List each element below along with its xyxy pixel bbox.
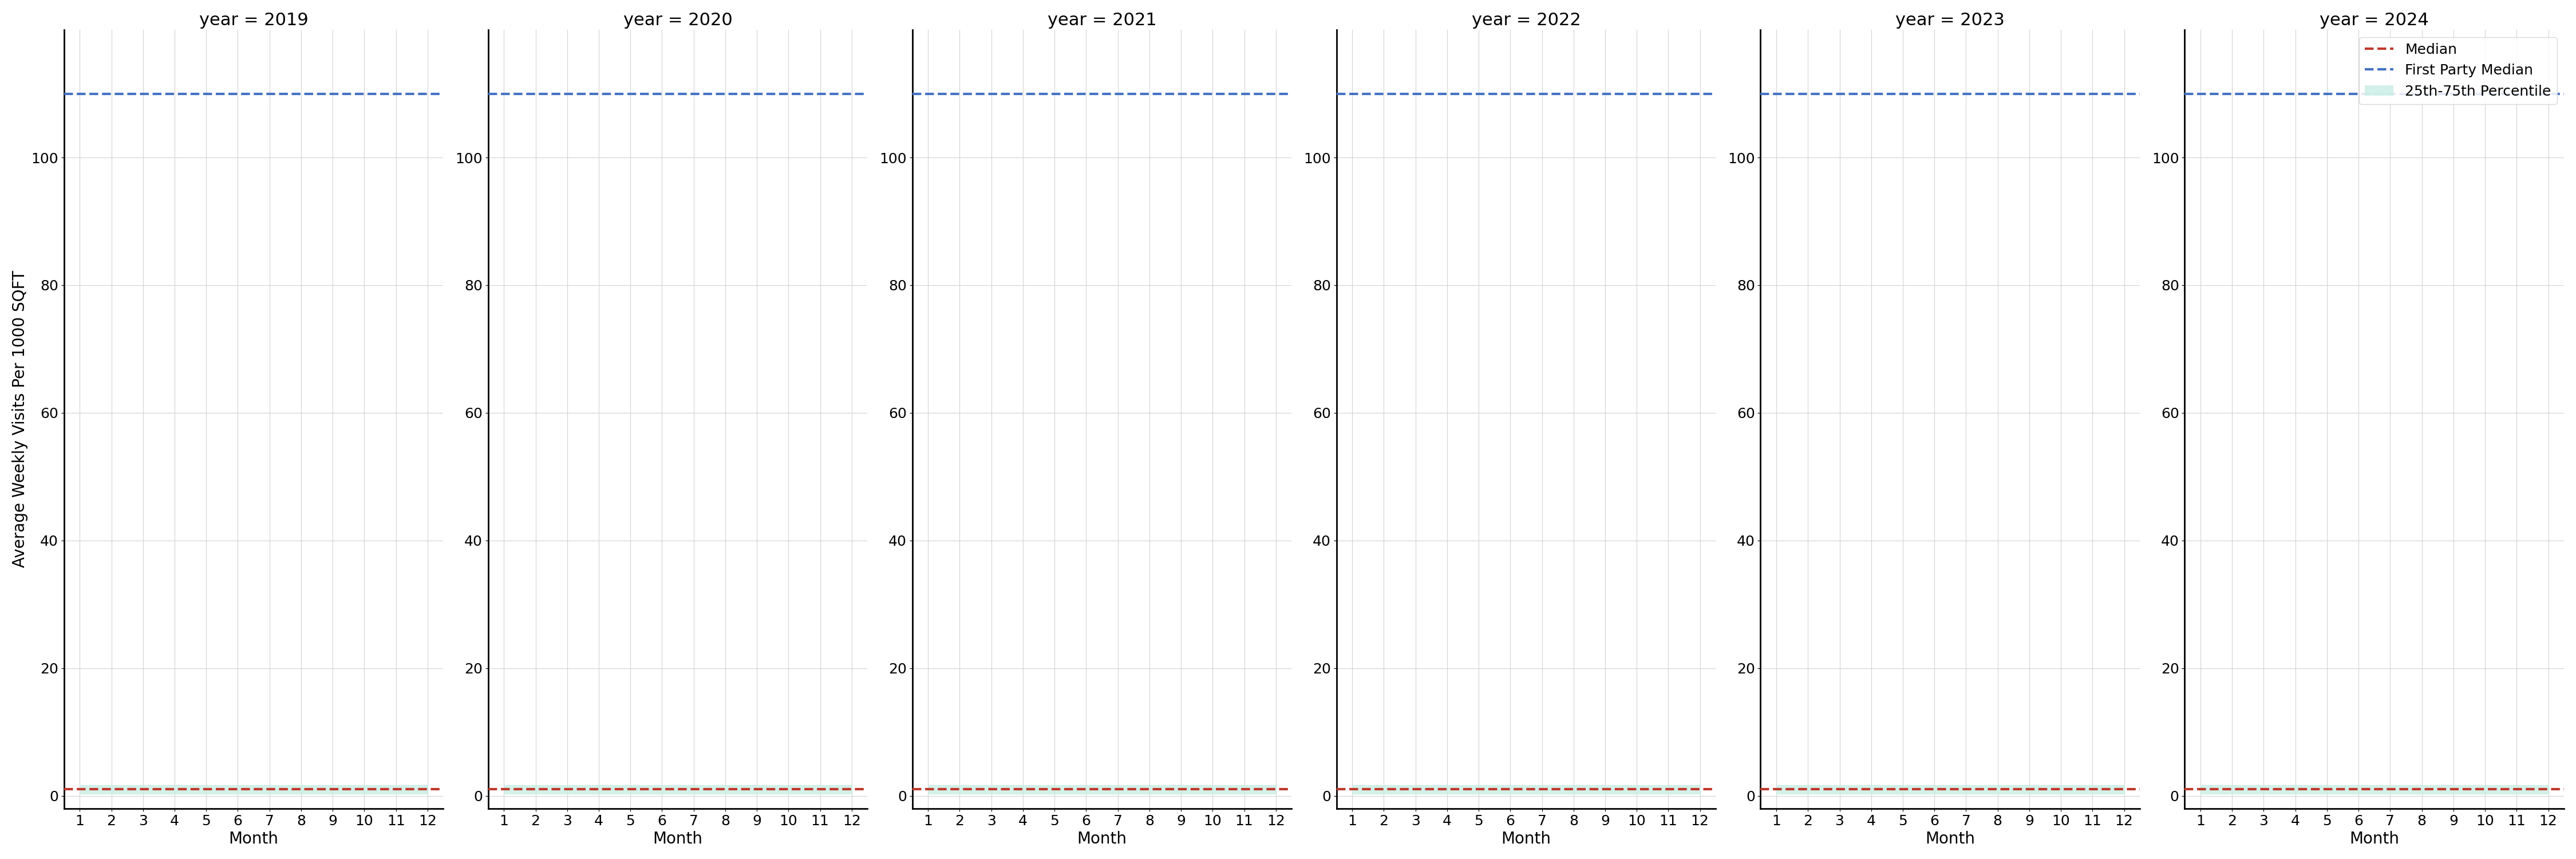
X-axis label: Month: Month [1502,831,1551,847]
First Party Median [2184,88,2215,99]
First Party Median [912,88,943,99]
Title: year = 2021: year = 2021 [1048,12,1157,28]
First Party Median [1728,88,1759,99]
Y-axis label: Average Weekly Visits Per 1000 SQFT: Average Weekly Visits Per 1000 SQFT [13,271,28,568]
Median [33,784,64,795]
Title: year = 2024: year = 2024 [2321,12,2429,28]
First Party Median [2154,88,2184,99]
Median [1337,784,1368,795]
Median [912,784,943,795]
Median [456,784,487,795]
X-axis label: Month: Month [1077,831,1126,847]
Title: year = 2022: year = 2022 [1471,12,1582,28]
Median [64,784,95,795]
First Party Median [881,88,912,99]
First Party Median [33,88,64,99]
Median [2184,784,2215,795]
Legend: Median, First Party Median, 25th-75th Percentile: Median, First Party Median, 25th-75th Pe… [2360,37,2558,104]
Median [2154,784,2184,795]
First Party Median [1762,88,1793,99]
First Party Median [456,88,487,99]
Median [1762,784,1793,795]
Median [489,784,520,795]
First Party Median [489,88,520,99]
Title: year = 2023: year = 2023 [1896,12,2004,28]
X-axis label: Month: Month [652,831,703,847]
First Party Median [1337,88,1368,99]
Median [881,784,912,795]
X-axis label: Month: Month [2349,831,2398,847]
X-axis label: Month: Month [1924,831,1976,847]
First Party Median [1306,88,1337,99]
Title: year = 2020: year = 2020 [623,12,732,28]
X-axis label: Month: Month [229,831,278,847]
First Party Median [64,88,95,99]
Median [1728,784,1759,795]
Median [1306,784,1337,795]
Title: year = 2019: year = 2019 [198,12,309,28]
